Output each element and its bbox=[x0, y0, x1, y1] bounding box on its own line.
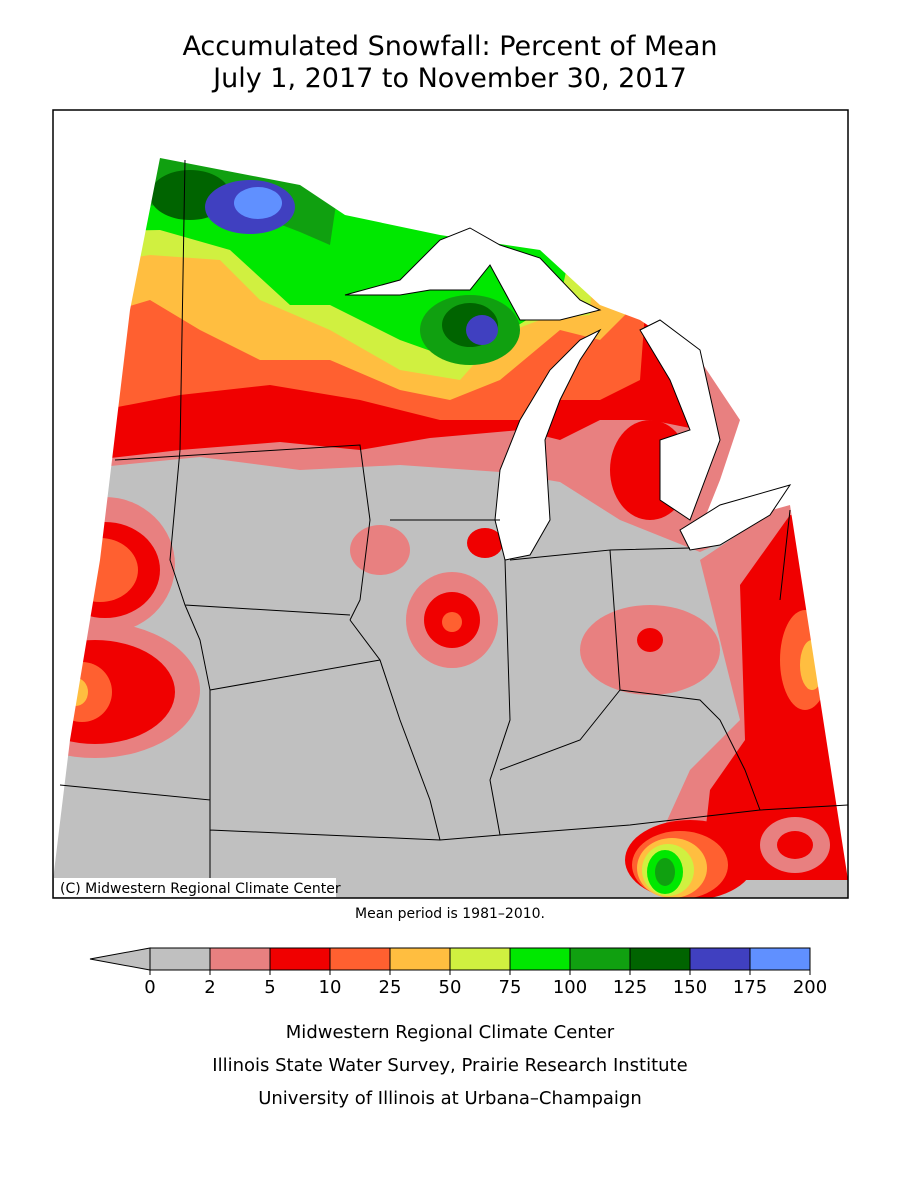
contour bbox=[234, 187, 282, 219]
legend-tick-label: 100 bbox=[553, 977, 587, 998]
lake-michigan bbox=[494, 328, 602, 561]
legend: 0 2 5 10 25 50 75 100 125 150 175 200 bbox=[89, 947, 827, 998]
legend-swatch bbox=[629, 947, 691, 971]
legend-tick-label: 150 bbox=[673, 977, 707, 998]
legend-swatch bbox=[569, 947, 631, 971]
legend-tick-label: 75 bbox=[499, 977, 522, 998]
footer-line: Midwestern Regional Climate Center bbox=[286, 1022, 615, 1043]
outside-area bbox=[53, 110, 160, 880]
contour bbox=[467, 528, 503, 558]
contour bbox=[777, 831, 813, 859]
map-frame bbox=[52, 109, 849, 899]
title-line: July 1, 2017 to November 30, 2017 bbox=[211, 63, 687, 94]
legend-swatch bbox=[269, 947, 331, 971]
map-credit: (C) Midwestern Regional Climate Center bbox=[60, 881, 341, 897]
contour bbox=[442, 612, 462, 632]
legend-swatch bbox=[209, 947, 271, 971]
legend-tick-label: 25 bbox=[379, 977, 402, 998]
legend-tick-label: 125 bbox=[613, 977, 647, 998]
map bbox=[53, 110, 848, 898]
legend-swatch bbox=[449, 947, 511, 971]
legend-tick-label: 175 bbox=[733, 977, 767, 998]
contour bbox=[466, 315, 498, 345]
contour bbox=[637, 628, 663, 652]
mean-note: Mean period is 1981–2010. bbox=[355, 906, 545, 922]
lake-huron bbox=[639, 319, 721, 521]
legend-swatch bbox=[149, 947, 211, 971]
legend-swatch bbox=[749, 947, 811, 971]
contour bbox=[655, 858, 675, 886]
state-border bbox=[59, 159, 848, 898]
legend-tick-label: 0 bbox=[144, 977, 155, 998]
legend-tick-label: 200 bbox=[793, 977, 827, 998]
legend-tick-label: 5 bbox=[264, 977, 275, 998]
footer-line: University of Illinois at Urbana–Champai… bbox=[258, 1088, 642, 1109]
title-line: Accumulated Snowfall: Percent of Mean bbox=[182, 31, 717, 62]
lake-superior bbox=[344, 227, 602, 321]
contour bbox=[350, 525, 410, 575]
legend-swatch bbox=[509, 947, 571, 971]
legend-under-arrow bbox=[89, 947, 151, 971]
legend-swatch bbox=[389, 947, 451, 971]
lake-erie bbox=[679, 484, 792, 551]
footer-line: Illinois State Water Survey, Prairie Res… bbox=[212, 1055, 687, 1076]
legend-tick-label: 2 bbox=[204, 977, 215, 998]
legend-tick-label: 10 bbox=[319, 977, 342, 998]
legend-tick-label: 50 bbox=[439, 977, 462, 998]
legend-swatch bbox=[689, 947, 751, 971]
credit-box bbox=[54, 878, 336, 897]
outside-area bbox=[160, 110, 848, 880]
legend-swatch bbox=[329, 947, 391, 971]
